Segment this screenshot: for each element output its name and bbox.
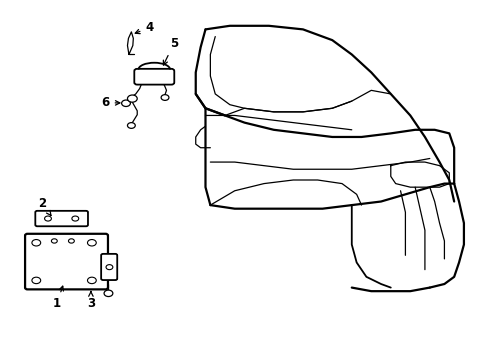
- Circle shape: [32, 277, 41, 284]
- Circle shape: [104, 290, 113, 297]
- Circle shape: [87, 239, 96, 246]
- Circle shape: [44, 216, 51, 221]
- Circle shape: [161, 95, 168, 100]
- FancyBboxPatch shape: [35, 211, 88, 226]
- Circle shape: [32, 239, 41, 246]
- Text: 4: 4: [135, 21, 153, 34]
- FancyBboxPatch shape: [101, 254, 117, 280]
- Text: 5: 5: [163, 37, 178, 65]
- Circle shape: [68, 239, 74, 243]
- Circle shape: [51, 239, 57, 243]
- Text: 3: 3: [87, 291, 95, 310]
- Circle shape: [87, 277, 96, 284]
- Text: 6: 6: [101, 96, 120, 109]
- Circle shape: [127, 123, 135, 129]
- Text: 1: 1: [53, 286, 63, 310]
- Circle shape: [106, 265, 113, 270]
- Circle shape: [72, 216, 79, 221]
- Text: 2: 2: [38, 197, 51, 215]
- FancyBboxPatch shape: [134, 69, 174, 85]
- Circle shape: [122, 100, 130, 107]
- FancyBboxPatch shape: [25, 234, 108, 289]
- Circle shape: [127, 95, 137, 102]
